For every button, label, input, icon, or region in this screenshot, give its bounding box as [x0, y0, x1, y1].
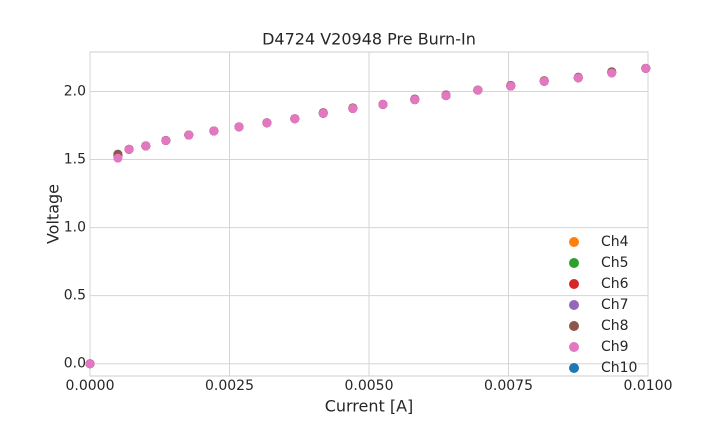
legend-marker — [569, 258, 579, 268]
legend-marker — [569, 363, 579, 373]
scatter-point — [607, 68, 617, 78]
y-tick-label: 0.0 — [64, 356, 86, 372]
scatter-point — [473, 85, 483, 95]
legend-marker — [569, 237, 579, 247]
legend-label: Ch6 — [601, 276, 629, 292]
legend-label: Ch9 — [601, 339, 629, 355]
scatter-point — [348, 103, 358, 113]
scatter-point — [410, 95, 420, 105]
scatter-point — [539, 76, 549, 86]
legend-marker — [569, 279, 579, 289]
x-tick-label: 0.0000 — [66, 378, 115, 394]
legend-marker — [569, 342, 579, 352]
scatter-point — [641, 63, 651, 73]
legend-label: Ch7 — [601, 297, 629, 313]
y-tick-label: 1.0 — [64, 220, 86, 236]
legend-label: Ch5 — [601, 255, 629, 271]
scatter-point — [85, 359, 95, 369]
scatter-point — [113, 153, 123, 163]
scatter-point — [161, 135, 171, 145]
y-tick-label: 0.5 — [64, 288, 86, 304]
scatter-point — [290, 114, 300, 124]
scatter-point — [141, 141, 151, 151]
y-tick-label: 2.0 — [64, 83, 86, 99]
scatter-point — [441, 91, 451, 101]
legend-marker — [569, 321, 579, 331]
x-axis-label: Current [A] — [325, 397, 414, 416]
scatter-point — [184, 130, 194, 140]
y-tick-label: 1.5 — [64, 152, 86, 168]
legend-label: Ch8 — [601, 318, 629, 334]
x-tick-label: 0.0025 — [205, 378, 254, 394]
legend-marker — [569, 300, 579, 310]
scatter-point — [378, 99, 388, 109]
scatter-point — [506, 81, 516, 91]
x-tick-label: 0.0100 — [624, 378, 673, 394]
scatter-point — [573, 73, 583, 83]
scatter-point — [209, 126, 219, 136]
scatter-point — [262, 118, 272, 128]
x-tick-label: 0.0075 — [484, 378, 533, 394]
x-tick-label: 0.0050 — [345, 378, 394, 394]
legend-label: Ch4 — [601, 234, 629, 250]
chart-title: D4724 V20948 Pre Burn-In — [262, 30, 476, 49]
scatter-point — [234, 122, 244, 132]
y-axis-label: Voltage — [44, 184, 63, 244]
scatter-point — [124, 144, 134, 154]
legend-label: Ch10 — [601, 360, 637, 376]
scatter-point — [318, 108, 328, 118]
